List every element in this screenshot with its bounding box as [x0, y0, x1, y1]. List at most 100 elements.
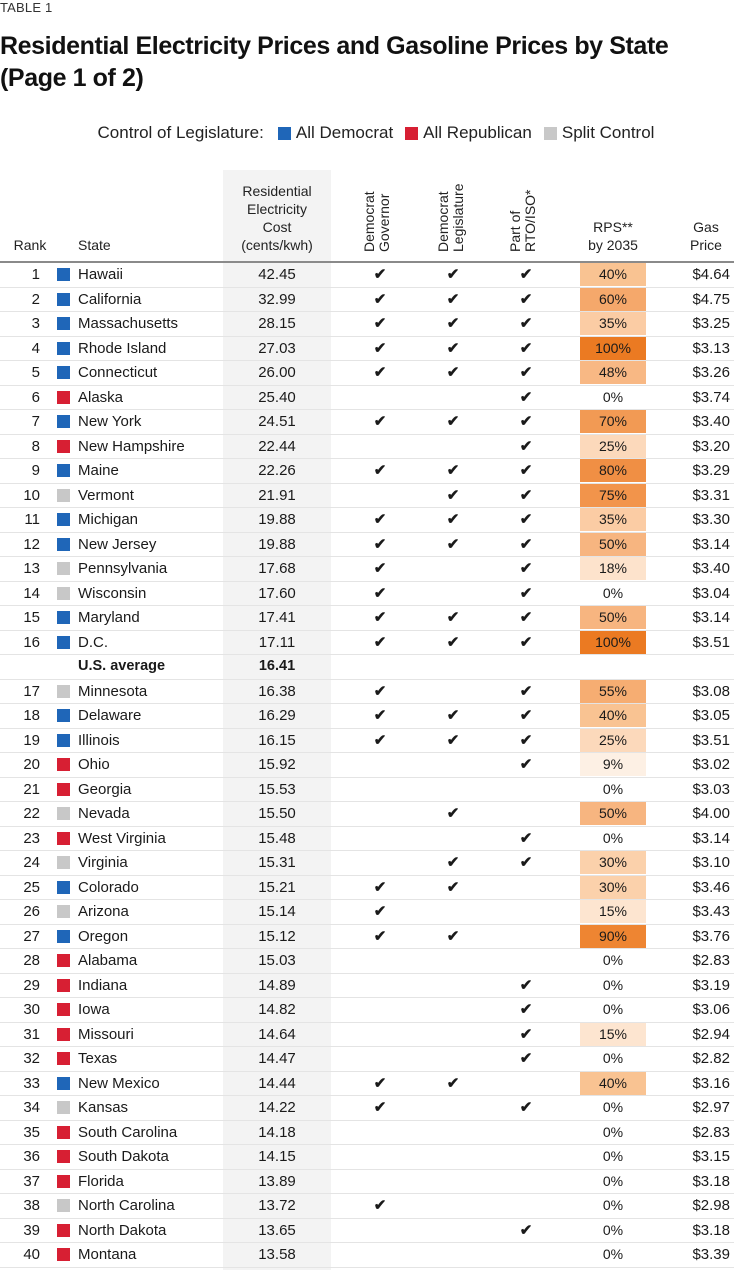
gas-price-cell: $3.25	[692, 315, 730, 332]
rps-cell: 0%	[580, 826, 646, 850]
rps-cell: 15%	[580, 1022, 646, 1046]
governor-check-icon: ✔	[373, 1074, 387, 1092]
democrat-swatch-icon	[57, 341, 70, 355]
rank-cell: 18	[23, 707, 40, 724]
rps-cell: 0%	[580, 777, 646, 801]
electricity-cost-cell: 19.88	[258, 535, 296, 553]
gas-price-cell: $3.02	[692, 756, 730, 773]
header-gas-price: Gas Price	[690, 219, 722, 253]
rps-cell: 80%	[580, 459, 646, 482]
governor-check-icon: ✔	[373, 462, 387, 479]
electricity-cost-cell: 16.38	[258, 682, 296, 700]
republican-swatch-icon	[57, 758, 70, 771]
legislature-check-icon: ✔	[446, 854, 460, 871]
table-row: 31 Missouri 14.64 ✔ 15% $2.94	[0, 1022, 734, 1047]
electricity-cost-cell: 22.26	[258, 462, 296, 479]
democrat-swatch-icon	[57, 611, 70, 624]
split-swatch-icon	[57, 488, 70, 502]
state-cell: Montana	[78, 1246, 137, 1263]
democrat-swatch-icon	[57, 1076, 70, 1090]
electricity-cost-cell: 27.03	[258, 339, 296, 357]
gas-price-cell: $3.74	[692, 388, 730, 406]
table-row: 27 Oregon 15.12 ✔ ✔ 90% $3.76	[0, 924, 734, 949]
rto-check-icon: ✔	[519, 290, 533, 308]
table-row: 38 North Carolina 13.72 ✔ 0% $2.98	[0, 1194, 734, 1219]
table-row: 7 New York 24.51 ✔ ✔ ✔ 70% $3.40	[0, 410, 734, 435]
table-row: 35 South Carolina 14.18 0% $2.83	[0, 1120, 734, 1145]
legislature-check-icon: ✔	[446, 290, 460, 308]
gas-price-cell: $3.51	[692, 633, 730, 651]
governor-check-icon: ✔	[373, 560, 387, 577]
legislature-check-icon: ✔	[446, 633, 460, 651]
governor-check-icon: ✔	[373, 1197, 387, 1214]
state-cell: New Mexico	[78, 1074, 160, 1092]
table-body: 1 Hawaii 42.45 ✔ ✔ ✔ 40% $4.64 2 California 32.99 ✔…	[0, 263, 734, 1268]
gas-price-cell: $3.06	[692, 1001, 730, 1018]
rank-cell: 26	[23, 903, 40, 920]
legislature-check-icon: ✔	[446, 1074, 460, 1092]
rank-cell: 27	[23, 927, 40, 945]
electricity-cost-cell: 15.21	[258, 878, 296, 896]
table-row: 15 Maryland 17.41 ✔ ✔ ✔ 50% $3.14	[0, 606, 734, 631]
rank-cell: 32	[23, 1050, 40, 1067]
rps-cell: 0%	[580, 1218, 646, 1242]
republican-swatch-icon	[405, 126, 419, 140]
gas-price-cell: $2.98	[692, 1197, 730, 1214]
table-row: 40 Montana 13.58 0% $3.39	[0, 1243, 734, 1268]
rank-cell: 40	[23, 1246, 40, 1263]
state-cell: New Hampshire	[78, 437, 185, 455]
legislature-check-icon: ✔	[446, 315, 460, 332]
democrat-swatch-icon	[57, 635, 70, 649]
electricity-cost-cell: 19.88	[258, 511, 296, 528]
split-swatch-icon	[543, 126, 557, 140]
electricity-cost-cell: 13.65	[258, 1221, 296, 1239]
governor-check-icon: ✔	[373, 511, 387, 528]
gas-price-cell: $3.40	[692, 413, 730, 430]
electricity-cost-cell: 17.68	[258, 560, 296, 577]
gas-price-cell: $3.39	[692, 1246, 730, 1263]
rto-check-icon: ✔	[519, 1221, 533, 1239]
table-row: 24 Virginia 15.31 ✔ ✔ 30% $3.10	[0, 851, 734, 876]
electricity-cost-cell: 14.44	[258, 1074, 296, 1092]
democrat-swatch-icon	[57, 709, 70, 722]
rank-cell: 20	[23, 756, 40, 773]
table-row: 39 North Dakota 13.65 ✔ 0% $3.18	[0, 1218, 734, 1243]
rank-cell: 36	[23, 1148, 40, 1165]
table-row: 20 Ohio 15.92 ✔ 9% $3.02	[0, 753, 734, 778]
table-row: 16 D.C. 17.11 ✔ ✔ ✔ 100% $3.51	[0, 630, 734, 655]
rps-cell: 0%	[580, 385, 646, 409]
rank-cell: 7	[31, 413, 40, 430]
rank-cell: 28	[23, 952, 40, 969]
state-cell: North Dakota	[78, 1221, 167, 1239]
republican-swatch-icon	[57, 978, 70, 992]
democrat-swatch-icon	[57, 733, 70, 747]
rank-cell: 38	[23, 1197, 40, 1214]
electricity-cost-cell: 26.00	[258, 364, 296, 381]
rank-cell: 14	[23, 584, 40, 602]
electricity-cost-cell: 13.89	[258, 1172, 296, 1190]
split-swatch-icon	[57, 905, 70, 918]
rank-cell: 6	[31, 388, 40, 406]
state-cell: New Jersey	[78, 535, 157, 553]
electricity-cost-cell: 14.64	[258, 1025, 296, 1043]
gas-price-cell: $3.30	[692, 511, 730, 528]
state-cell: Connecticut	[78, 364, 158, 381]
gas-price-cell: $3.04	[692, 584, 730, 602]
table-row: 36 South Dakota 14.15 0% $3.15	[0, 1145, 734, 1170]
state-cell: Colorado	[78, 878, 139, 896]
electricity-cost-cell: 14.47	[258, 1050, 296, 1067]
legend-item-split: Split Control	[543, 123, 654, 143]
split-swatch-icon	[57, 807, 70, 820]
state-cell: California	[78, 290, 142, 308]
state-cell: Oregon	[78, 927, 129, 945]
state-cell: Michigan	[78, 511, 139, 528]
electricity-cost-cell: 15.48	[258, 829, 296, 847]
rto-check-icon: ✔	[519, 437, 533, 455]
electricity-cost-cell: 14.82	[258, 1001, 296, 1018]
rto-check-icon: ✔	[519, 266, 533, 283]
rps-cell: 35%	[580, 508, 646, 531]
governor-check-icon: ✔	[373, 413, 387, 430]
electricity-cost-cell: 32.99	[258, 290, 296, 308]
rps-cell: 70%	[580, 410, 646, 433]
republican-swatch-icon	[57, 1174, 70, 1188]
